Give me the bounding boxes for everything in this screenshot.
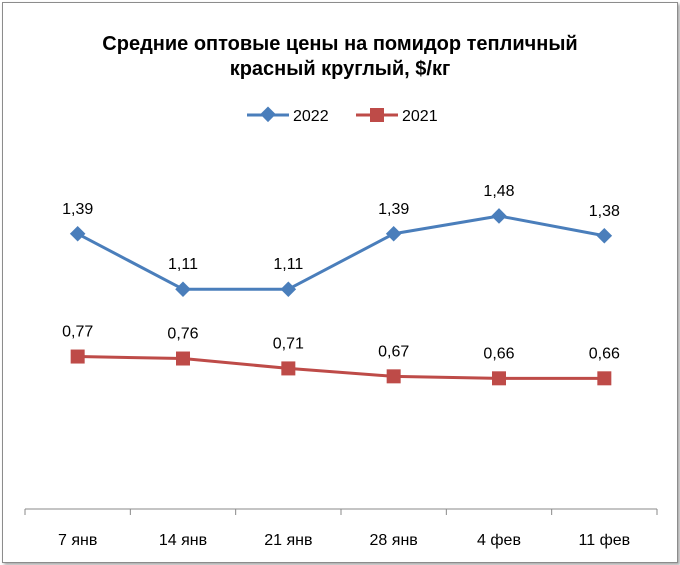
legend: 2022 2021: [247, 106, 438, 125]
x-tick-label: 11 фев: [579, 532, 631, 549]
data-point-2021: [176, 351, 190, 366]
data-label-2021: 0,66: [589, 345, 620, 362]
chart-title-line-2: красный круглый, $/кг: [230, 58, 451, 80]
series-layer: 1,39 1,11 1,11 1,39 1,48 1,38 0,77 0,76 0,71 0,67…: [62, 183, 620, 386]
data-label-2022: 1,39: [62, 201, 93, 218]
data-point-2022: [491, 208, 507, 224]
x-tick-label: 4 фев: [477, 532, 521, 549]
data-point-2021: [70, 349, 85, 364]
data-label-2021: 0,67: [378, 343, 409, 360]
data-point-2022: [596, 227, 613, 244]
data-point-2021: [281, 361, 296, 376]
data-point-2021: [386, 369, 401, 384]
x-tick-label: 7 янв: [58, 532, 97, 549]
data-label-2022: 1,11: [168, 256, 198, 273]
data-label-2022: 1,11: [273, 256, 303, 273]
series-line-2022: [76, 214, 605, 291]
data-label-2021: 0,77: [62, 324, 93, 341]
line-chart: Средние оптовые цены на помидор тепличны…: [24, 33, 658, 549]
series-2021: 0,77 0,76 0,71 0,67 0,66 0,66: [62, 324, 620, 386]
data-label-2021: 0,76: [167, 326, 198, 343]
data-label-2022: 1,48: [483, 183, 514, 200]
data-point-2022: [69, 226, 86, 242]
data-label-2022: 1,38: [589, 203, 620, 220]
chart-title-line-1: Средние оптовые цены на помидор тепличны…: [102, 33, 577, 55]
data-label-2021: 0,66: [483, 345, 514, 362]
legend-marker-2021: [370, 108, 384, 122]
x-tick-label: 14 янв: [159, 532, 207, 549]
legend-label-2022: 2022: [293, 108, 329, 125]
data-point-2022: [175, 281, 191, 297]
legend-marker-2022: [260, 106, 276, 123]
x-axis-ticks: 7 янв 14 янв 21 янв 28 янв 4 фев 11 фев: [24, 509, 658, 549]
data-point-2022: [280, 281, 297, 297]
data-label-2022: 1,39: [378, 201, 409, 218]
x-tick-label: 28 янв: [370, 532, 418, 549]
data-point-2021: [492, 371, 506, 386]
legend-label-2021: 2021: [402, 108, 438, 125]
data-label-2021: 0,71: [273, 335, 304, 352]
data-point-2021: [597, 371, 612, 386]
data-point-2022: [385, 226, 402, 242]
series-2022: 1,39 1,11 1,11 1,39 1,48 1,38: [62, 183, 620, 297]
x-tick-label: 21 янв: [264, 532, 312, 549]
series-line-2021: [77, 355, 605, 380]
